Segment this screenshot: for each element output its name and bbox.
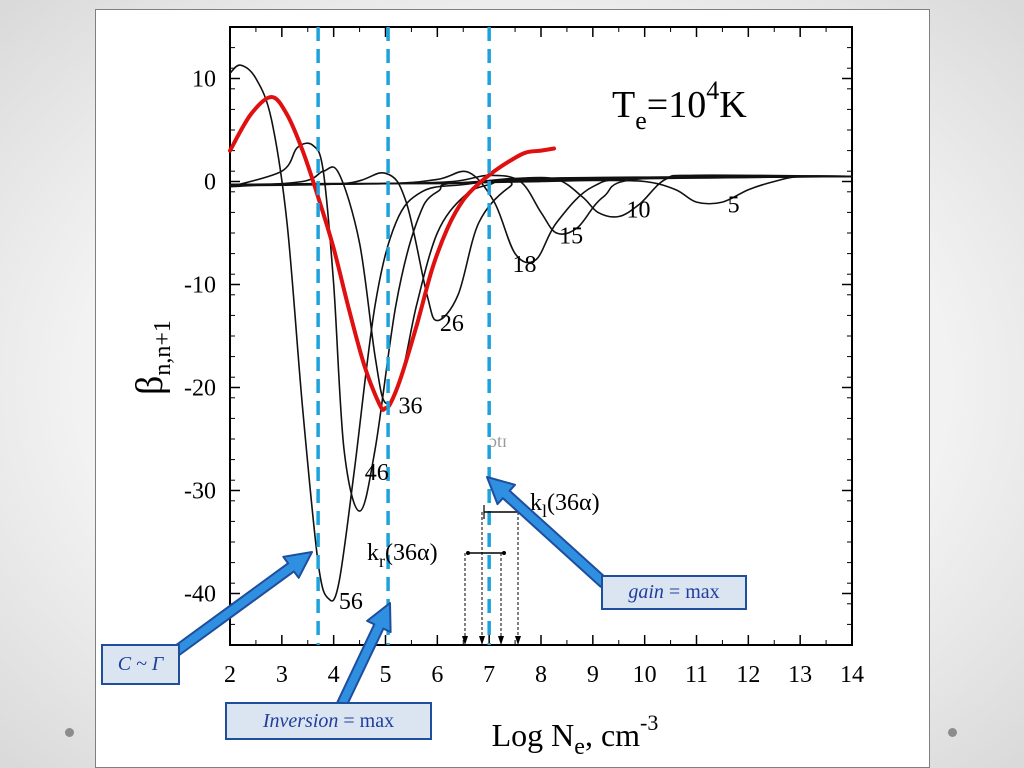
callout-c-gamma: C ~ Γ (101, 644, 180, 685)
x-axis-title: Log Ne, cm-3 (492, 710, 659, 760)
slide-frame (95, 9, 930, 768)
callout-gain-italic: gain (628, 581, 664, 603)
callout-gain-rest: = max (663, 581, 720, 603)
series-36-line (229, 166, 853, 405)
inset-faint-text: ɔtɪ (489, 431, 507, 451)
temp-prefix: T (612, 84, 635, 126)
inset-kr-label-main: k (367, 540, 379, 566)
inset-kr-label-after: (36α) (385, 540, 438, 566)
temp-sub: e (635, 106, 647, 135)
series-56-line (229, 64, 853, 602)
y-tick-label: -30 (184, 479, 216, 505)
temp-sup: 4 (706, 76, 719, 105)
inset-arrow-head (479, 636, 485, 645)
series-10-label: 10 (627, 198, 651, 224)
series-26-line (229, 171, 853, 322)
x-tick-label: 7 (483, 662, 495, 688)
inset-kr-label: kr(36α) (367, 540, 438, 571)
chart-dashed-markers (316, 27, 491, 645)
x-tick-label: 12 (736, 662, 760, 688)
arrow-gain (486, 476, 609, 588)
x-tick-label: 13 (788, 662, 812, 688)
series-46-line (229, 142, 853, 512)
temp-suffix: K (719, 84, 747, 126)
series-36-label: 36 (398, 393, 422, 419)
prev-slide-dot[interactable] (65, 728, 74, 737)
series-18-label: 18 (512, 252, 536, 278)
inset-arrow-head (498, 636, 504, 645)
series-15-label: 15 (559, 223, 583, 249)
arrow-inversion (336, 602, 392, 708)
callout-arrows (171, 476, 609, 708)
x-axis-title-sub: e (574, 734, 585, 760)
inset-kl-label-after: (36α) (547, 490, 600, 516)
x-tick-label: 2 (224, 662, 236, 688)
inset-kr-dot-left (466, 551, 470, 555)
callout-inversion-rest: = max (338, 709, 395, 732)
y-tick-label: 0 (204, 170, 216, 196)
chart-labels: Te=104K 5 10 15 18 26 36 46 56 (339, 76, 747, 615)
x-axis-title-sup: -3 (640, 710, 658, 735)
y-tick-label: 10 (192, 67, 216, 93)
inset-kl-label-sub: l (542, 501, 547, 521)
series-56-label: 56 (339, 589, 363, 615)
x-tick-label: 14 (840, 662, 864, 688)
arrow-c-gamma (171, 551, 313, 657)
x-tick-label: 8 (535, 662, 547, 688)
y-tick-label: -20 (184, 376, 216, 402)
x-tick-label: 3 (276, 662, 288, 688)
series-46-label: 46 (365, 460, 389, 486)
temperature-annotation: Te=104K (612, 76, 747, 135)
plot-frame (229, 26, 853, 646)
callout-inversion: Inversion = max (225, 702, 432, 740)
x-axis-title-main: Log N (492, 717, 575, 753)
chart-inset: kr(36α)kl(36α)ɔtɪ (367, 431, 600, 645)
callout-c-gamma-text: C ~ Γ (117, 653, 164, 675)
chart-series (228, 64, 853, 602)
y-axis-title-main: β (129, 376, 171, 395)
inset-kl-label: kl(36α) (530, 490, 600, 521)
y-axis-title: βn,n+1 (129, 320, 176, 395)
x-tick-label: 6 (431, 662, 443, 688)
inset-kl-label-main: k (530, 490, 542, 516)
y-axis-title-sub: n,n+1 (150, 320, 176, 376)
series-26-label: 26 (440, 311, 464, 337)
next-slide-dot[interactable] (948, 728, 957, 737)
callout-gain: gain = max (601, 575, 747, 610)
x-tick-label: 9 (587, 662, 599, 688)
inset-kr-dot-right (502, 551, 506, 555)
x-tick-label: 4 (328, 662, 340, 688)
y-tick-label: -10 (184, 273, 216, 299)
series-5-label: 5 (728, 192, 740, 218)
y-tick-label: -40 (184, 582, 216, 608)
temp-mid: =10 (647, 84, 706, 126)
inset-kr-label-sub: r (379, 551, 385, 571)
x-tick-label: 5 (380, 662, 392, 688)
inset-arrow-head (515, 636, 521, 645)
x-tick-label: 10 (633, 662, 657, 688)
inset-arrow-head (462, 636, 468, 645)
callout-inversion-italic: Inversion (262, 709, 339, 732)
x-axis-title-after: , cm (585, 717, 640, 753)
series-red-line (228, 95, 556, 412)
x-tick-label: 11 (685, 662, 708, 688)
